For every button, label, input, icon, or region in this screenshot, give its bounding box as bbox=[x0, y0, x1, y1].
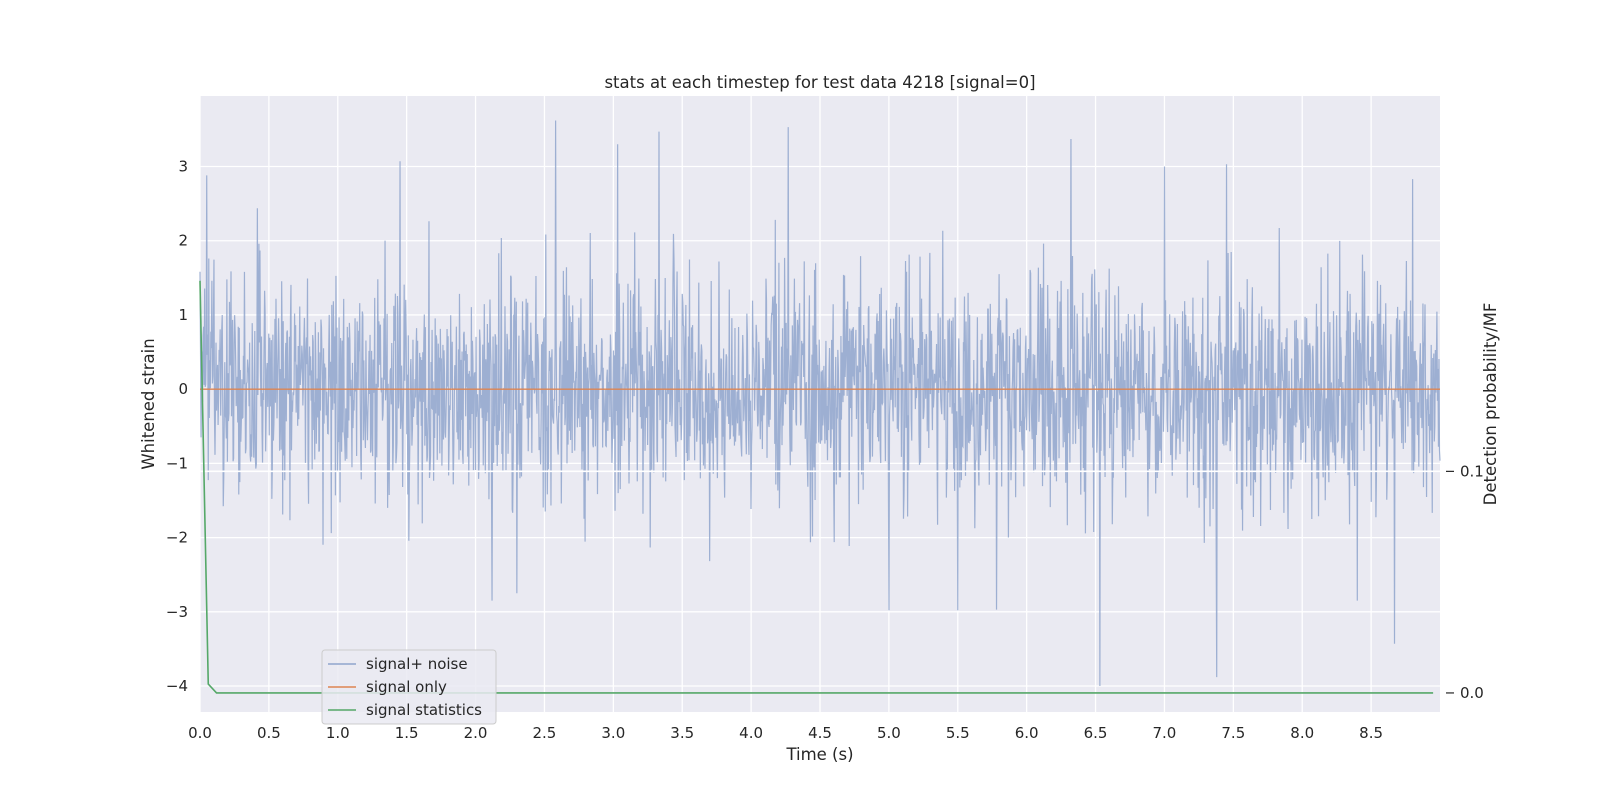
y-axis-right: 0.0 0.1 bbox=[1446, 462, 1484, 702]
y-axis-title: Whitened strain bbox=[139, 338, 158, 469]
x-tick-label: 6.5 bbox=[1084, 724, 1108, 742]
legend-label: signal only bbox=[366, 678, 447, 696]
y-tick-label: 1 bbox=[178, 306, 188, 324]
legend-label: signal statistics bbox=[366, 701, 482, 719]
series-signal-noise bbox=[199, 120, 1441, 687]
x-tick-label: 5.5 bbox=[946, 724, 970, 742]
x-tick-label: 6.0 bbox=[1015, 724, 1039, 742]
y2-axis-title: Detection probability/MF bbox=[1481, 303, 1500, 506]
legend-label: signal+ noise bbox=[366, 655, 468, 673]
x-axis-title: Time (s) bbox=[785, 745, 853, 764]
plot-area bbox=[199, 120, 1441, 694]
y-tick-label: −3 bbox=[166, 603, 188, 621]
x-tick-label: 5.0 bbox=[877, 724, 901, 742]
x-tick-label: 7.0 bbox=[1153, 724, 1177, 742]
x-tick-label: 0.5 bbox=[257, 724, 281, 742]
x-tick-label: 7.5 bbox=[1221, 724, 1245, 742]
x-tick-label: 8.0 bbox=[1290, 724, 1314, 742]
x-tick-label: 0.0 bbox=[188, 724, 212, 742]
y-tick-label: 2 bbox=[178, 232, 188, 250]
x-tick-label: 2.0 bbox=[464, 724, 488, 742]
legend-box bbox=[321, 649, 497, 725]
x-tick-label: 8.5 bbox=[1359, 724, 1383, 742]
x-tick-label: 2.5 bbox=[533, 724, 557, 742]
chart-title: stats at each timestep for test data 421… bbox=[604, 73, 1035, 92]
x-tick-label: 1.5 bbox=[395, 724, 419, 742]
x-tick-label: 3.5 bbox=[670, 724, 694, 742]
series-signal-statistics bbox=[199, 280, 1434, 694]
x-tick-label: 1.0 bbox=[326, 724, 350, 742]
y2-tick-label: 0.0 bbox=[1460, 684, 1484, 702]
legend: signal+ noise signal only signal statistic… bbox=[321, 649, 497, 725]
y-tick-label: −1 bbox=[166, 454, 188, 472]
y-tick-label: 3 bbox=[178, 158, 188, 176]
y-tick-label: 0 bbox=[178, 380, 188, 398]
x-tick-label: 4.5 bbox=[808, 724, 832, 742]
y2-tick-label: 0.1 bbox=[1460, 462, 1484, 480]
y-axis-left: −4 −3 −2 −1 0 1 2 3 bbox=[166, 158, 188, 696]
y-tick-label: −2 bbox=[166, 529, 188, 547]
x-axis: 0.0 0.5 1.0 1.5 2.0 2.5 3.0 3.5 4.0 4.5 5.0 5.5 6.0 6… bbox=[188, 724, 1383, 742]
y-tick-label: −4 bbox=[166, 677, 188, 695]
x-tick-label: 3.0 bbox=[601, 724, 625, 742]
x-tick-label: 4.0 bbox=[739, 724, 763, 742]
